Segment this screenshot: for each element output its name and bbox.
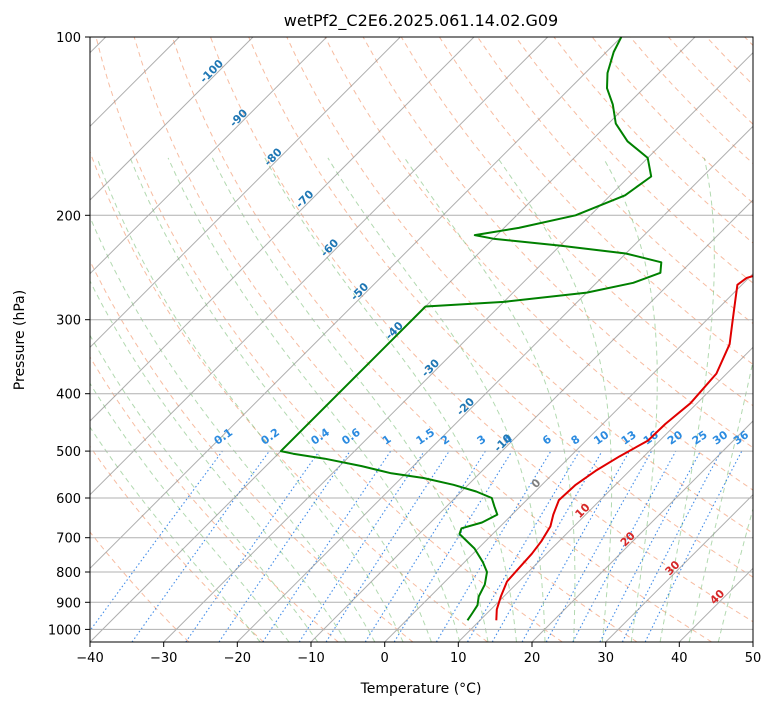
dry-adiabat: [171, 37, 712, 642]
x-tick-label: 40: [671, 651, 688, 666]
x-tick-label: 0: [381, 651, 389, 666]
isotherm: [531, 420, 753, 642]
dry-adiabat: [90, 531, 190, 642]
reference-lines: [90, 37, 753, 642]
moist-adiabat: [659, 157, 715, 642]
y-tick-label: 900: [56, 596, 81, 611]
isotherm: [163, 51, 753, 642]
temperature-line: [495, 275, 753, 621]
moist-adiabat: [90, 382, 290, 642]
x-tick-label: 10: [450, 651, 467, 666]
dewpoint-line: [279, 37, 663, 621]
moist-adiabat: [211, 157, 489, 642]
y-tick-label: 300: [56, 314, 81, 329]
chart-title: wetPf2_C2E6.2025.061.14.02.G09: [284, 11, 558, 31]
moist-adiabat: [96, 157, 404, 642]
moist-adiabat: [688, 358, 753, 642]
y-tick-label: 400: [56, 388, 81, 403]
moist-adiabat: [129, 157, 432, 642]
mixing-ratio-line: [262, 450, 392, 642]
moist-adiabat: [167, 157, 461, 642]
dry-adiabat: [90, 150, 488, 642]
y-tick-label: 600: [56, 492, 81, 507]
isotherm: [90, 37, 622, 570]
dry-adiabat: [210, 37, 753, 623]
isotherm: [90, 37, 328, 275]
mixing-ratio-line: [298, 450, 425, 642]
x-tick-label: −10: [297, 651, 324, 666]
y-tick-label: 800: [56, 566, 81, 581]
dry-adiabat: [438, 37, 753, 366]
y-tick-label: 100: [56, 31, 81, 46]
x-axis-label: Temperature (°C): [360, 681, 482, 697]
mixing-ratio-line: [325, 450, 450, 642]
y-tick-label: 1000: [48, 623, 81, 638]
isotherm: [236, 125, 753, 642]
moist-adiabat: [264, 157, 517, 642]
mixing-ratio-line: [572, 450, 677, 642]
moist-adiabat: [497, 157, 613, 642]
mixing-ratio-line: [545, 450, 653, 642]
mixing-ratio-line: [644, 450, 743, 642]
dry-adiabat: [90, 445, 264, 642]
y-axis-label: Pressure (hPa): [12, 290, 28, 390]
x-tick-label: −20: [224, 651, 251, 666]
mixing-ratio-line: [90, 450, 223, 632]
dry-adiabat: [400, 37, 753, 407]
isotherm: [90, 37, 549, 496]
y-tick-label: 700: [56, 532, 81, 547]
isotherm: [384, 272, 753, 642]
mixing-ratio-line: [185, 450, 320, 642]
isotherm: [90, 37, 401, 349]
moist-adiabat: [90, 426, 261, 642]
x-tick-label: −40: [76, 651, 103, 666]
isotherm: [310, 199, 753, 642]
dry-adiabat: [95, 37, 563, 642]
x-tick-label: 20: [524, 651, 541, 666]
sounding-profiles: [279, 37, 753, 621]
moist-adiabat: [90, 215, 376, 642]
x-tick-label: 30: [597, 651, 614, 666]
x-tick-label: −30: [150, 651, 177, 666]
y-tick-label: 200: [56, 209, 81, 224]
x-tick-label: 50: [745, 651, 762, 666]
dry-adiabat: [515, 37, 753, 284]
mixing-ratio-line: [521, 450, 630, 642]
dry-adiabat: [90, 356, 339, 642]
y-tick-label: 500: [56, 445, 81, 460]
mixing-ratio-line: [218, 450, 351, 642]
plot-frame: [89, 36, 754, 643]
axes: −40 −30 −20 −10 0 10 20 30 40 50 100 200 300 400 500 60…: [48, 31, 761, 666]
mixing-ratio-line: [131, 450, 270, 642]
isotherm: [605, 493, 753, 642]
isotherm: [457, 346, 753, 642]
moist-adiabat: [90, 279, 347, 642]
isotherm: [90, 37, 475, 422]
dry-adiabat: [248, 37, 753, 578]
isotherm: [90, 37, 254, 201]
